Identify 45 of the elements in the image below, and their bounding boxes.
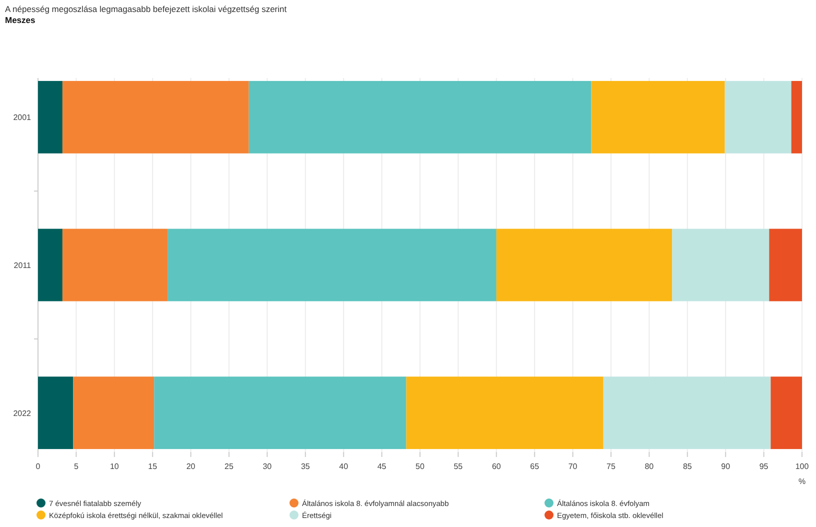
x-tick-label: 15: [148, 462, 158, 471]
y-tick-label: 2022: [13, 408, 32, 418]
x-tick-label: 35: [300, 462, 310, 471]
y-tick-label: 2001: [13, 113, 32, 122]
x-tick-label: 60: [492, 462, 502, 471]
x-tick-label: 45: [377, 462, 387, 471]
x-tick-label: 55: [454, 462, 464, 471]
bar: [672, 228, 770, 302]
x-tick-label: 65: [530, 462, 540, 471]
bar: [62, 228, 168, 302]
x-axis-title: %: [798, 477, 806, 486]
bar: [62, 80, 249, 154]
bar: [38, 376, 74, 450]
x-tick-label: 75: [606, 462, 616, 471]
bar: [406, 376, 604, 450]
bar: [38, 228, 62, 302]
x-tick-label: 50: [416, 462, 425, 471]
bar: [154, 376, 406, 450]
x-tick-label: 40: [339, 462, 349, 471]
chart-title: A népesség megoszlása legmagasabb befejezett iskolai végzettség szerint: [5, 4, 288, 14]
x-tick-label: 5: [74, 462, 79, 471]
x-tick-label: 0: [36, 462, 41, 471]
bar: [724, 80, 792, 154]
bar: [168, 228, 496, 302]
bar: [791, 80, 802, 154]
bar: [769, 228, 802, 302]
x-tick-label: 20: [186, 462, 196, 471]
x-tick-label: 90: [721, 462, 731, 471]
bar: [496, 228, 672, 302]
x-tick-label: 70: [568, 462, 578, 471]
x-tick-label: 25: [224, 462, 234, 471]
y-tick-label: 2011: [14, 261, 32, 270]
x-tick-label: 100: [795, 462, 810, 471]
bar: [248, 80, 592, 154]
bar: [73, 376, 154, 450]
chart-subtitle: Meszes: [5, 15, 36, 25]
bar: [603, 376, 771, 450]
x-tick-label: 10: [110, 462, 120, 471]
bar: [770, 376, 802, 450]
x-tick-label: 30: [262, 462, 272, 471]
x-tick-label: 95: [759, 462, 769, 471]
bar: [591, 80, 725, 154]
x-tick-label: 80: [644, 462, 654, 471]
bar: [38, 80, 62, 154]
x-tick-label: 85: [682, 462, 692, 471]
